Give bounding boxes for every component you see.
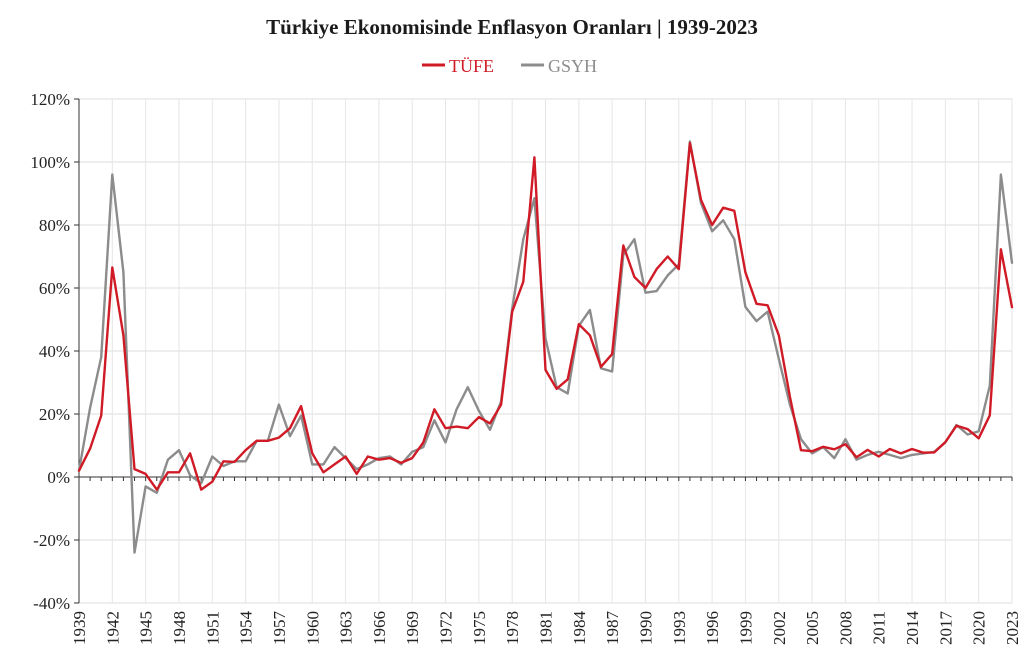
y-tick-label: 100% — [30, 153, 70, 172]
y-tick-label: 80% — [39, 216, 70, 235]
x-tick-label: 1942 — [103, 611, 122, 645]
y-axis-ticks: -40% -20% 0% 20% 40% 60% 80% 100% 120% — [30, 90, 79, 613]
series-lines — [77, 140, 1014, 554]
y-tick-label: 20% — [39, 405, 70, 424]
y-tick-label: -40% — [33, 594, 70, 613]
y-tick-label: 120% — [30, 90, 70, 109]
x-tick-label: 1963 — [337, 611, 356, 645]
legend: TÜFE GSYH — [422, 56, 597, 76]
x-tick-label: 2014 — [903, 611, 922, 646]
x-axis-ticks: 1939 1942 1945 1948 1951 1954 1957 1960 1963 1966… — [70, 477, 1022, 645]
legend-label-tufe: TÜFE — [449, 56, 494, 76]
x-tick-label: 1954 — [237, 611, 256, 646]
x-tick-label: 1975 — [470, 611, 489, 645]
x-tick-label: 1972 — [437, 611, 456, 645]
x-tick-label: 1990 — [636, 611, 655, 645]
y-tick-label: 60% — [39, 279, 70, 298]
x-tick-label: 1999 — [736, 611, 755, 645]
x-tick-label: 1939 — [70, 611, 89, 645]
series-line-tufe — [77, 141, 1014, 491]
x-tick-label: 1951 — [203, 611, 222, 645]
x-tick-label: 1984 — [570, 611, 589, 646]
x-tick-label: 2023 — [1003, 611, 1022, 645]
x-tick-label: 2011 — [870, 611, 889, 644]
x-tick-label: 2005 — [803, 611, 822, 645]
x-tick-label: 1996 — [703, 611, 722, 645]
y-tick-label: 40% — [39, 342, 70, 361]
x-tick-label: 1966 — [370, 611, 389, 645]
x-tick-label: 1960 — [303, 611, 322, 645]
x-tick-label: 1948 — [170, 611, 189, 645]
x-tick-label: 1945 — [137, 611, 156, 645]
x-tick-label: 2017 — [936, 611, 955, 646]
x-tick-label: 2020 — [970, 611, 989, 645]
x-tick-label: 1969 — [403, 611, 422, 645]
x-tick-label: 1987 — [603, 611, 622, 646]
x-tick-label: 2008 — [836, 611, 855, 645]
x-tick-label: 1981 — [537, 611, 556, 645]
x-tick-label: 2002 — [770, 611, 789, 645]
x-tick-label: 1978 — [503, 611, 522, 645]
x-tick-label: 1993 — [670, 611, 689, 645]
x-tick-label: 1957 — [270, 611, 289, 646]
y-tick-label: -20% — [33, 531, 70, 550]
y-tick-label: 0% — [47, 468, 70, 487]
chart-title: Türkiye Ekonomisinde Enflasyon Oranları … — [266, 15, 758, 39]
legend-label-gsyh: GSYH — [548, 56, 597, 76]
